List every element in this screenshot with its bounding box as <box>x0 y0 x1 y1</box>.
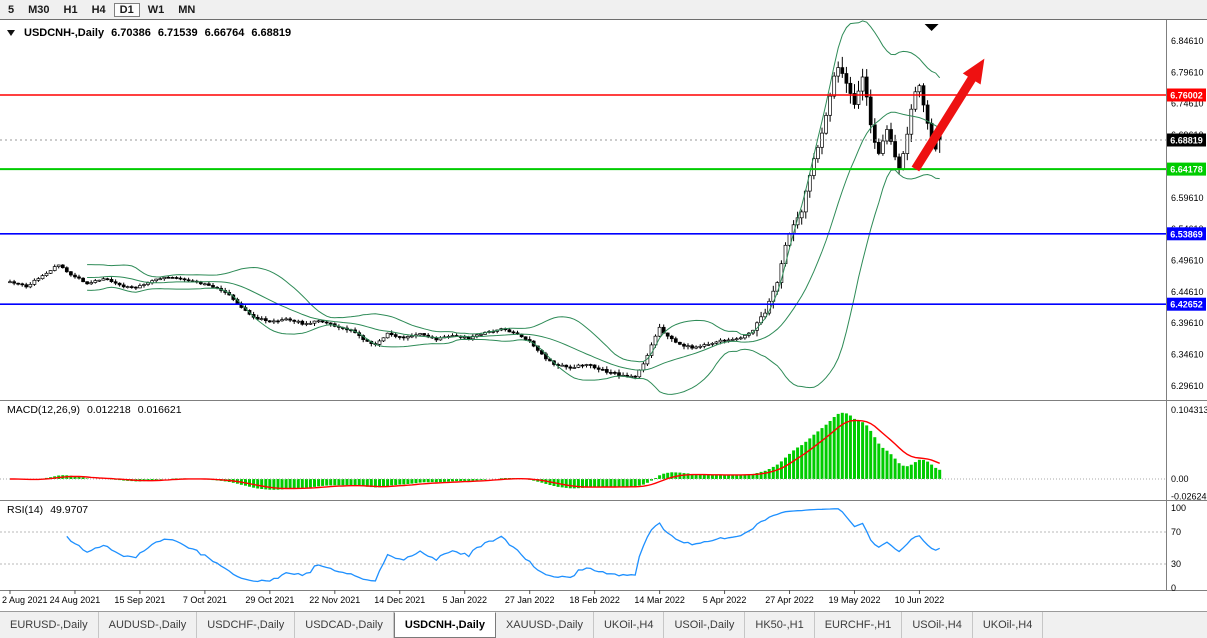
date-label: 7 Oct 2021 <box>183 595 227 605</box>
price-tag-label: 6.76002 <box>1170 90 1203 100</box>
date-label: 10 Jun 2022 <box>895 595 945 605</box>
macd-axis-label: -0.026249 <box>1171 491 1207 501</box>
date-label: 15 Sep 2021 <box>114 595 165 605</box>
price-tag-label: 6.42652 <box>1170 300 1203 310</box>
chart-tab-usoil-h4[interactable]: USOil-,H4 <box>902 612 973 638</box>
chart-tab-usdcad-daily[interactable]: USDCAD-,Daily <box>295 612 394 638</box>
horizontal-lines-layer <box>0 94 1166 306</box>
chart-tab-ukoil-h4[interactable]: UKOil-,H4 <box>973 612 1044 638</box>
macd-axis-label: 0.00 <box>1171 474 1189 484</box>
date-label: 5 Jan 2022 <box>442 595 487 605</box>
chart-tab-hk50-h1[interactable]: HK50-,H1 <box>745 612 815 638</box>
chart-tab-xauusd-daily[interactable]: XAUUSD-,Daily <box>496 612 594 638</box>
date-axis: 2 Aug 2021 24 Aug 2021 15 Sep 2021 7 Oct 20… <box>2 590 944 605</box>
axes-layer: 6.846106.796106.746106.696106.646106.596… <box>0 20 1207 593</box>
price-axis-label: 6.49610 <box>1171 256 1204 266</box>
date-label: 5 Apr 2022 <box>703 595 747 605</box>
rsi-layer <box>0 508 1166 583</box>
candles-layer <box>8 20 942 395</box>
rsi-axis-label: 0 <box>1171 583 1176 593</box>
chart-tab-ukoil-h4[interactable]: UKOil-,H4 <box>594 612 665 638</box>
date-label: 19 May 2022 <box>828 595 880 605</box>
timeframe-button-mn[interactable]: MN <box>178 3 196 16</box>
macd-axis-label: 0.104313 <box>1171 405 1207 415</box>
timeframe-button-5[interactable]: 5 <box>8 3 15 16</box>
macd-layer <box>0 412 1166 490</box>
price-tag-label: 6.53869 <box>1170 229 1203 239</box>
date-label: 14 Dec 2021 <box>374 595 425 605</box>
chart-tab-audusd-daily[interactable]: AUDUSD-,Daily <box>99 612 198 638</box>
price-axis-label: 6.59610 <box>1171 193 1204 203</box>
chart-tab-usoil-daily[interactable]: USOil-,Daily <box>664 612 746 638</box>
price-tag-label: 6.68819 <box>1170 136 1203 146</box>
date-label: 18 Feb 2022 <box>569 595 620 605</box>
price-axis-label: 6.74610 <box>1171 99 1204 109</box>
date-label: 2 Aug 2021 <box>2 595 48 605</box>
symbol-tabbar: EURUSD-,Daily AUDUSD-,Daily USDCHF-,Daily U… <box>0 611 1207 638</box>
price-tags-layer: 6.76002 6.64178 6.53869 6.42652 6.68819 <box>1167 88 1206 311</box>
rsi-axis-label: 30 <box>1171 559 1181 569</box>
price-axis-label: 6.79610 <box>1171 67 1204 77</box>
price-axis-label: 6.84610 <box>1171 36 1204 46</box>
timeframe-button-d1[interactable]: D1 <box>113 2 140 17</box>
trend-arrow[interactable] <box>911 58 985 172</box>
price-axis-label: 6.44610 <box>1171 287 1204 297</box>
symbol-marker-icon <box>924 24 939 31</box>
rsi-axis-label: 100 <box>1171 503 1186 513</box>
rsi-axis-label: 70 <box>1171 527 1181 537</box>
price-axis-label: 6.34610 <box>1171 350 1204 360</box>
date-label: 14 Mar 2022 <box>634 595 685 605</box>
timeframe-button-h1[interactable]: H1 <box>63 3 78 16</box>
price-tag <box>1167 162 1206 176</box>
timeframe-button-w1[interactable]: W1 <box>147 3 165 16</box>
price-tag <box>1167 297 1206 311</box>
timeframe-toolbar: 5 M30 H1 H4 D1 W1 MN <box>0 0 1207 20</box>
price-tag <box>1167 133 1206 147</box>
price-axis-label: 6.39610 <box>1171 318 1204 328</box>
date-label: 22 Nov 2021 <box>309 595 360 605</box>
date-label: 27 Jan 2022 <box>505 595 555 605</box>
date-label: 27 Apr 2022 <box>765 595 814 605</box>
chart-tab-usdcnh-daily[interactable]: USDCNH-,Daily <box>393 612 496 638</box>
price-axis-label: 6.29610 <box>1171 381 1204 391</box>
chart-tab-eurusd-daily[interactable]: EURUSD-,Daily <box>0 612 99 638</box>
chart-tab-eurchf-h1[interactable]: EURCHF-,H1 <box>815 612 903 638</box>
price-tag-label: 6.64178 <box>1170 165 1203 175</box>
price-chart-svg: 6.846106.796106.746106.696106.646106.596… <box>0 20 1207 611</box>
date-label: 24 Aug 2021 <box>50 595 101 605</box>
chart-tab-usdchf-daily[interactable]: USDCHF-,Daily <box>197 612 296 638</box>
price-tag <box>1167 88 1206 102</box>
price-tag <box>1167 227 1206 241</box>
chart-area: 6.846106.796106.746106.696106.646106.596… <box>0 20 1207 611</box>
timeframe-button-m30[interactable]: M30 <box>28 3 50 16</box>
timeframe-button-h4[interactable]: H4 <box>91 3 106 16</box>
date-label: 29 Oct 2021 <box>245 595 294 605</box>
